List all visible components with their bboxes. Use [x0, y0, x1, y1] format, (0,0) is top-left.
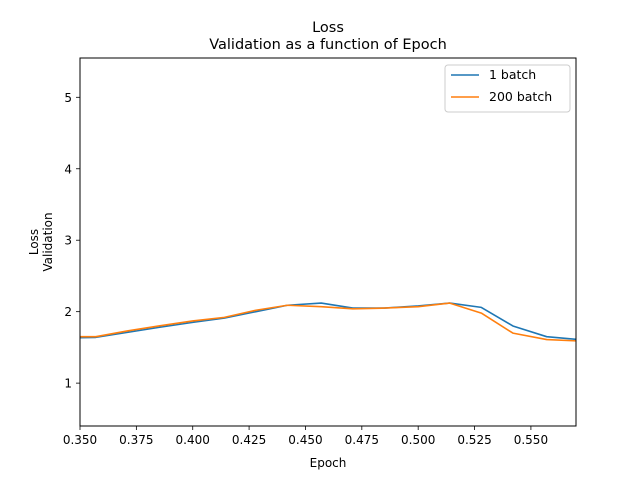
data-point-1-batch [578, 339, 579, 340]
data-point-1-batch [546, 336, 547, 337]
data-point-200-batch [192, 320, 193, 321]
plot-frame [79, 57, 577, 427]
y-axis-label-secondary: Validation [41, 212, 55, 271]
x-tick-label: 0.350 [63, 433, 97, 447]
x-tick-label: 0.550 [514, 433, 548, 447]
y-tick-label: 5 [64, 91, 72, 105]
x-tick-label: 0.450 [288, 433, 322, 447]
x-tick-label: 0.425 [232, 433, 266, 447]
y-tick-label: 3 [64, 234, 72, 248]
x-tick-label: 0.375 [119, 433, 153, 447]
data-point-1-batch [127, 332, 128, 333]
data-point-1-batch [321, 302, 322, 303]
x-tick-label: 0.400 [176, 433, 210, 447]
data-point-1-batch [192, 322, 193, 323]
data-point-1-batch [255, 311, 256, 312]
data-point-200-batch [578, 340, 579, 341]
legend: 1 batch 200 batch [444, 64, 571, 113]
y-axis: 1 2 3 4 5 [64, 91, 80, 391]
series-layer [61, 302, 579, 342]
x-tick-label: 0.525 [457, 433, 491, 447]
data-point-200-batch [512, 333, 513, 334]
data-point-200-batch [95, 336, 96, 337]
data-point-200-batch [449, 302, 450, 303]
y-tick-label: 1 [64, 377, 72, 391]
series-line-1-batch [80, 302, 576, 341]
x-axis: 0.350 0.375 0.400 0.425 0.450 0.475 0.500 0.525… [63, 426, 548, 447]
data-point-200-batch [352, 308, 353, 309]
data-point-200-batch [418, 306, 419, 307]
y-tick-label: 4 [64, 162, 72, 176]
data-point-200-batch [127, 330, 128, 331]
data-point-200-batch [481, 312, 482, 313]
data-point-200-batch [158, 325, 159, 326]
data-point-200-batch [384, 307, 385, 308]
data-point-1-batch [481, 307, 482, 308]
x-tick-label: 0.475 [345, 433, 379, 447]
legend-frame [444, 64, 571, 113]
data-point-200-batch [287, 305, 288, 306]
data-point-1-batch [158, 327, 159, 328]
chart-title: Loss [312, 20, 344, 36]
data-point-200-batch [321, 306, 322, 307]
x-axis-label: Epoch [310, 456, 347, 470]
y-tick-label: 2 [64, 305, 72, 319]
data-point-200-batch [224, 317, 225, 318]
x-tick-label: 0.500 [401, 433, 435, 447]
data-point-200-batch [546, 339, 547, 340]
chart-subtitle: Validation as a function of Epoch [209, 37, 447, 53]
legend-label-1-batch: 1 batch [489, 67, 536, 82]
data-point-200-batch [255, 310, 256, 311]
legend-label-200-batch: 200 batch [489, 89, 552, 104]
series-line-200-batch [80, 302, 576, 342]
data-point-1-batch [512, 325, 513, 326]
data-point-200-batch [61, 336, 62, 337]
y-axis-label: Loss [27, 229, 41, 255]
data-point-1-batch [61, 338, 62, 339]
